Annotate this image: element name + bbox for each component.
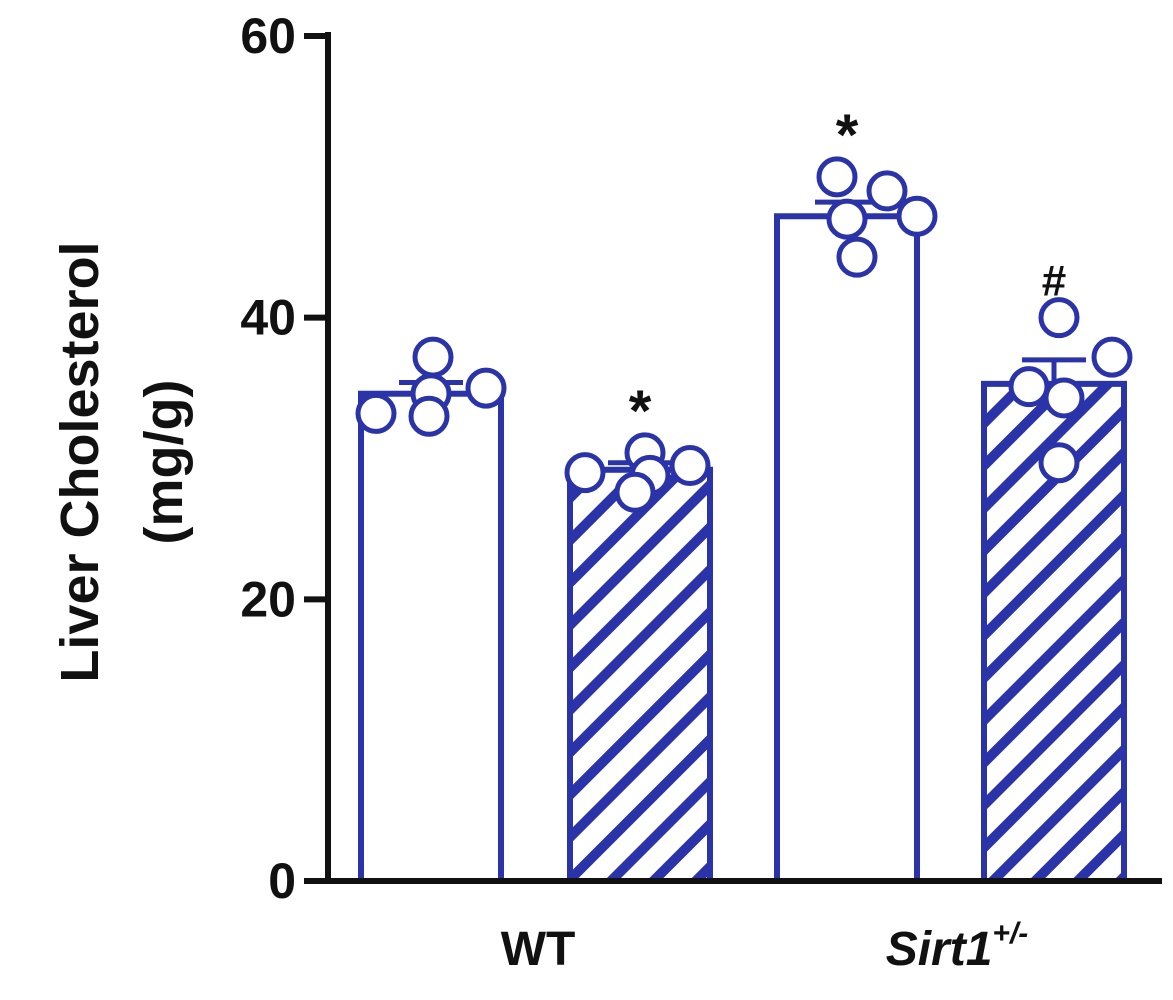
data-point-3-3	[826, 198, 868, 240]
significance-marker-4: #	[1042, 257, 1066, 306]
data-point-3-2	[866, 170, 908, 212]
bar-3	[774, 213, 920, 884]
data-point-1-2	[465, 367, 507, 409]
group-label-sirt1-name: Sirt1	[886, 923, 993, 976]
data-point-2-5	[614, 471, 656, 513]
data-point-4-1	[1038, 297, 1080, 339]
y-tick-label-60: 60	[240, 8, 296, 64]
group-label-sirt1: Sirt1+/-	[886, 917, 1029, 976]
data-point-4-2	[1091, 336, 1133, 378]
y-axis-label: Liver Cholesterol	[50, 241, 110, 682]
y-tick-label-20: 20	[240, 571, 296, 627]
data-point-4-4	[1043, 377, 1085, 419]
significance-marker-2: *	[629, 379, 652, 444]
y-tick-label-0: 0	[268, 853, 296, 909]
data-point-4-3	[1008, 366, 1050, 408]
data-point-3-5	[836, 236, 878, 278]
axes-layer: 0 20 40 60	[240, 8, 1162, 909]
data-point-4-5	[1038, 442, 1080, 484]
group-label-wt: WT	[501, 923, 576, 976]
data-point-2-3	[564, 452, 606, 494]
data-point-3-1	[816, 156, 858, 198]
data-point-1-1	[412, 336, 454, 378]
data-point-3-4	[896, 195, 938, 237]
data-point-2-2	[669, 445, 711, 487]
data-point-1-4	[355, 392, 397, 434]
bar-2	[567, 466, 713, 884]
bars-layer	[358, 199, 1127, 884]
bar-1	[358, 390, 504, 884]
significance-marker-3: *	[836, 103, 859, 168]
group-label-sirt1-superscript: +/-	[992, 917, 1028, 950]
y-axis-unit-label: (mg/g)	[134, 380, 194, 545]
data-point-1-5	[408, 395, 450, 437]
points-layer: * * #	[355, 103, 1133, 513]
y-tick-label-40: 40	[240, 290, 296, 346]
